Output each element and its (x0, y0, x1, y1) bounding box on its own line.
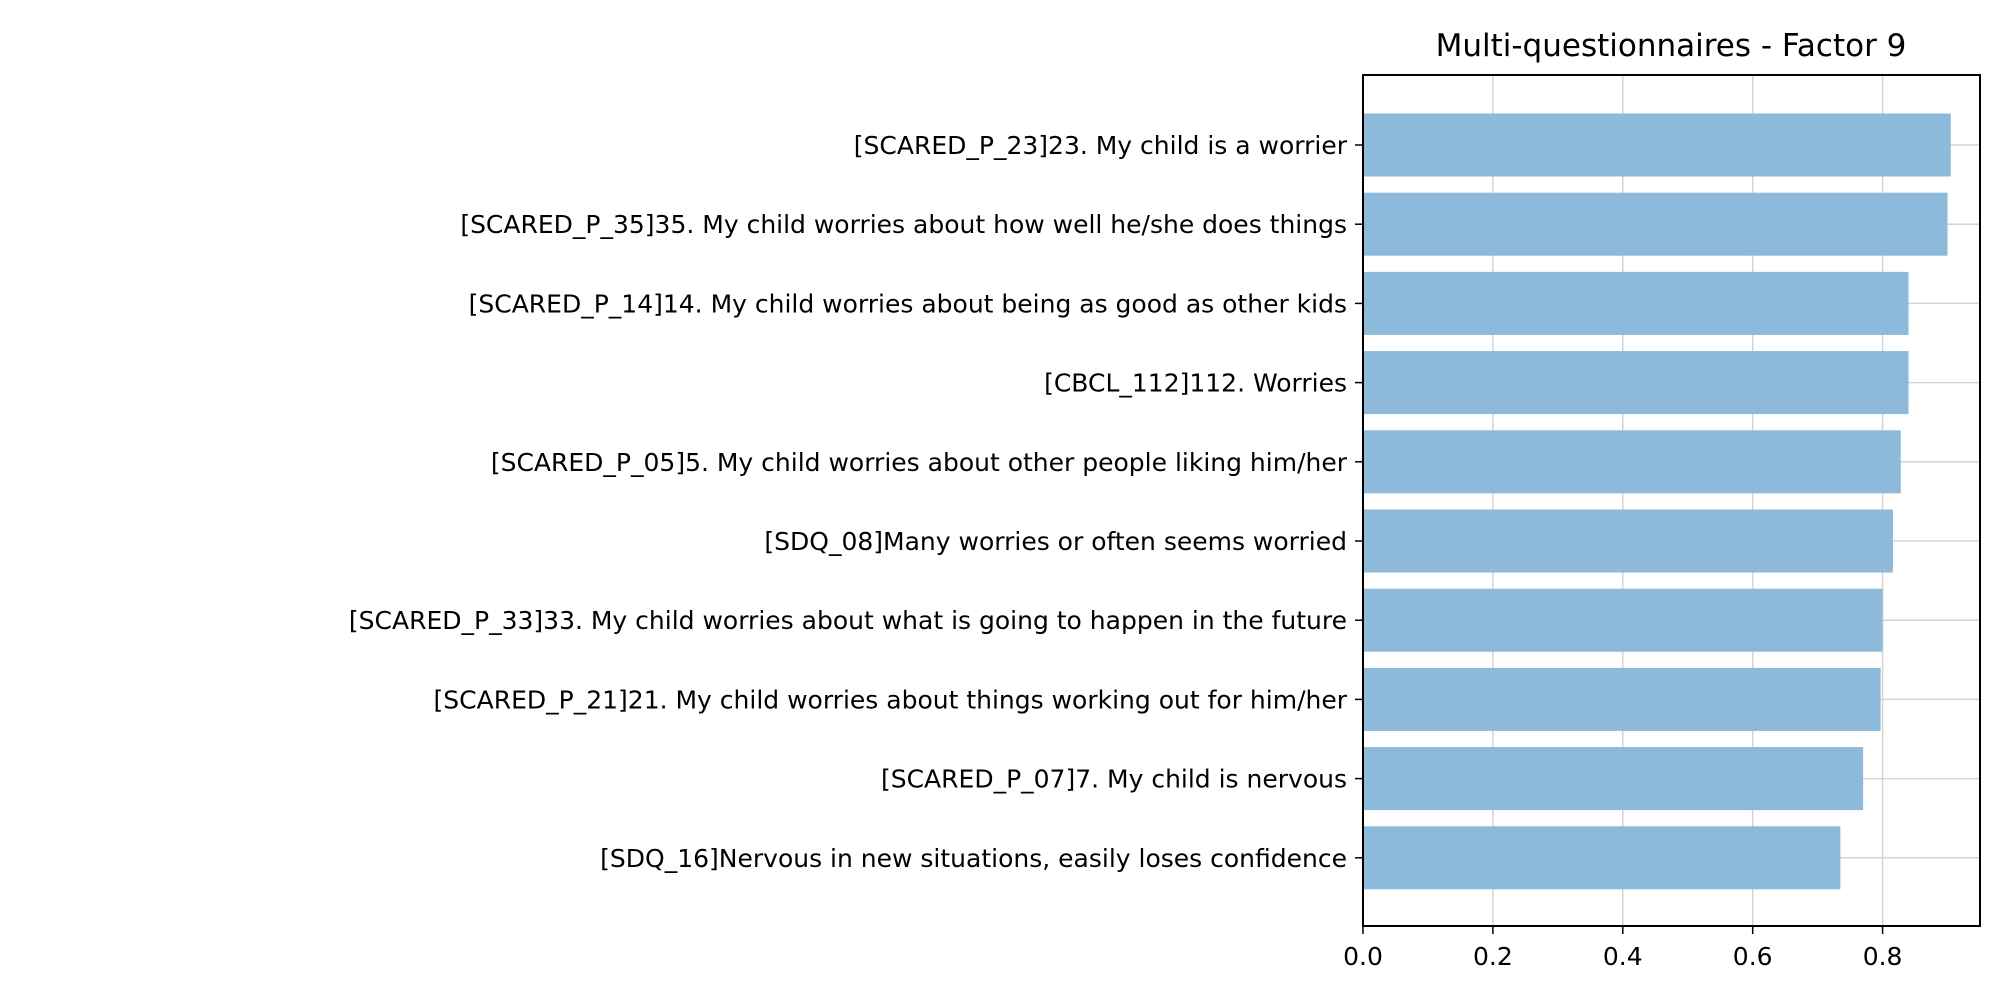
y-tick-label: [SDQ_08]Many worries or often seems worr… (764, 527, 1347, 556)
bar (1363, 271, 1909, 335)
y-tick-label: [SCARED_P_33]33. My child worries about … (349, 606, 1347, 635)
y-tick-label: [SCARED_P_35]35. My child worries about … (460, 210, 1347, 239)
y-tick-label: [SCARED_P_05]5. My child worries about o… (491, 448, 1348, 477)
y-tick-label: [SCARED_P_14]14. My child worries about … (469, 289, 1347, 318)
bar (1363, 588, 1883, 652)
x-tick-label: 0.6 (1733, 942, 1773, 971)
y-tick-label: [CBCL_112]112. Worries (1044, 369, 1347, 398)
bar (1363, 430, 1901, 494)
bar (1363, 826, 1841, 890)
y-tick-label: [SCARED_P_21]21. My child worries about … (434, 685, 1348, 714)
x-axis: 0.0 0.2 0.4 0.6 0.8 (1343, 926, 1902, 971)
chart-title: Multi-questionnaires - Factor 9 (1436, 28, 1907, 64)
bars-layer (1363, 113, 1951, 890)
x-tick-label: 0.2 (1473, 942, 1513, 971)
y-tick-label: [SCARED_P_07]7. My child is nervous (881, 765, 1347, 794)
x-tick-label: 0.8 (1863, 942, 1903, 971)
y-tick-label: [SDQ_16]Nervous in new situations, easil… (600, 844, 1347, 873)
bar (1363, 113, 1951, 177)
x-tick-label: 0.0 (1343, 942, 1383, 971)
bar (1363, 509, 1893, 573)
bar (1363, 747, 1864, 811)
y-tick-labels: [SCARED_P_23]23. My child is a worrier [S… (349, 131, 1363, 873)
bar (1363, 351, 1909, 415)
bar (1363, 192, 1948, 256)
y-tick-label: [SCARED_P_23]23. My child is a worrier (854, 131, 1348, 160)
bar (1363, 667, 1881, 731)
plot-frame (1362, 74, 1981, 927)
x-tick-label: 0.4 (1603, 942, 1643, 971)
